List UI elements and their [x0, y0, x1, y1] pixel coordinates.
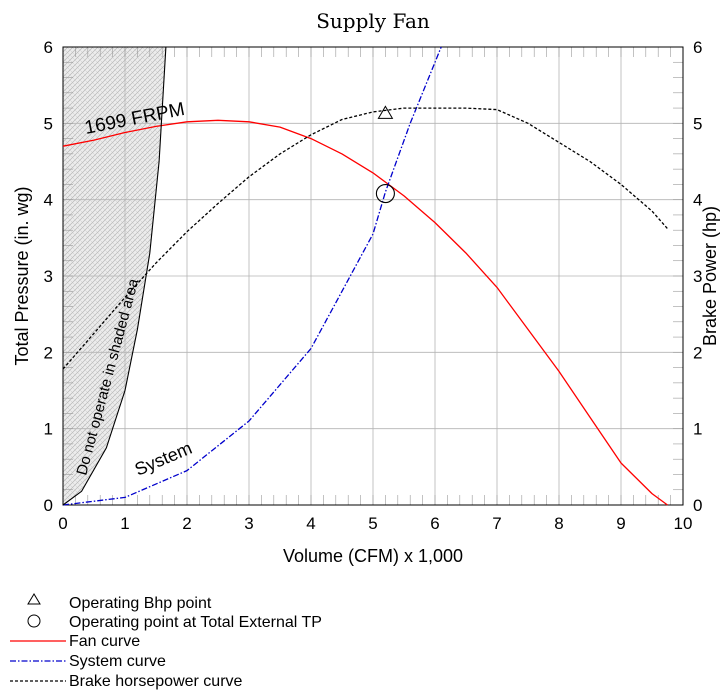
y-axis-title: Total Pressure (in. wg) — [12, 186, 32, 365]
x-tick-label: 2 — [182, 514, 191, 533]
system-curve-line — [62, 46, 442, 506]
x-tick-label: 8 — [554, 514, 563, 533]
x-tick-label: 7 — [492, 514, 501, 533]
chart-title: Supply Fan — [316, 9, 430, 33]
system-label: System — [132, 438, 195, 480]
y-tick-label: 1 — [44, 420, 53, 439]
x-axis-title: Volume (CFM) x 1,000 — [283, 546, 463, 566]
x-tick-label: 4 — [306, 514, 315, 533]
legend: Operating Bhp point Operating point at T… — [10, 593, 322, 690]
y2-tick-label: 3 — [693, 267, 702, 286]
y2-tick-label: 1 — [693, 420, 702, 439]
legend-item-operating-tp: Operating point at Total External TP — [69, 614, 322, 631]
x-tick-label: 1 — [120, 514, 129, 533]
fan-curve-line — [62, 119, 668, 506]
operating-points — [375, 105, 395, 204]
x-tick-label: 10 — [674, 514, 693, 533]
y2-tick-label: 2 — [693, 343, 702, 362]
y-tick-label: 2 — [44, 343, 53, 362]
legend-item-system-curve: System curve — [69, 653, 166, 670]
bhp-curve-line — [62, 107, 668, 370]
y2-tick-label: 0 — [693, 496, 702, 515]
legend-item-operating-bhp: Operating Bhp point — [69, 595, 212, 612]
y2-tick-label: 4 — [693, 191, 702, 210]
triangle-icon — [27, 593, 41, 605]
operating-bhp-marker — [377, 105, 394, 119]
x-tick-label: 9 — [616, 514, 625, 533]
series — [62, 46, 668, 506]
x-tick-label: 0 — [58, 514, 67, 533]
shaded-boundary-line — [62, 46, 167, 506]
plot-frame — [62, 46, 684, 506]
grid — [63, 47, 683, 505]
y-tick-label: 6 — [44, 38, 53, 57]
y2-tick-label: 5 — [693, 114, 702, 133]
x-tick-label: 6 — [430, 514, 439, 533]
legend-item-bhp-curve: Brake horsepower curve — [69, 673, 243, 690]
y-tick-label: 4 — [44, 191, 53, 210]
circle-icon — [27, 614, 41, 628]
x-tick-label: 5 — [368, 514, 377, 533]
y2-tick-label: 6 — [693, 38, 702, 57]
y-tick-label: 5 — [44, 114, 53, 133]
x-tick-label: 3 — [244, 514, 253, 533]
legend-item-fan-curve: Fan curve — [69, 633, 140, 650]
y-tick-label: 0 — [44, 496, 53, 515]
y2-axis-title: Brake Power (hp) — [700, 206, 720, 346]
y-tick-label: 3 — [44, 267, 53, 286]
operating-tp-marker — [375, 184, 395, 204]
